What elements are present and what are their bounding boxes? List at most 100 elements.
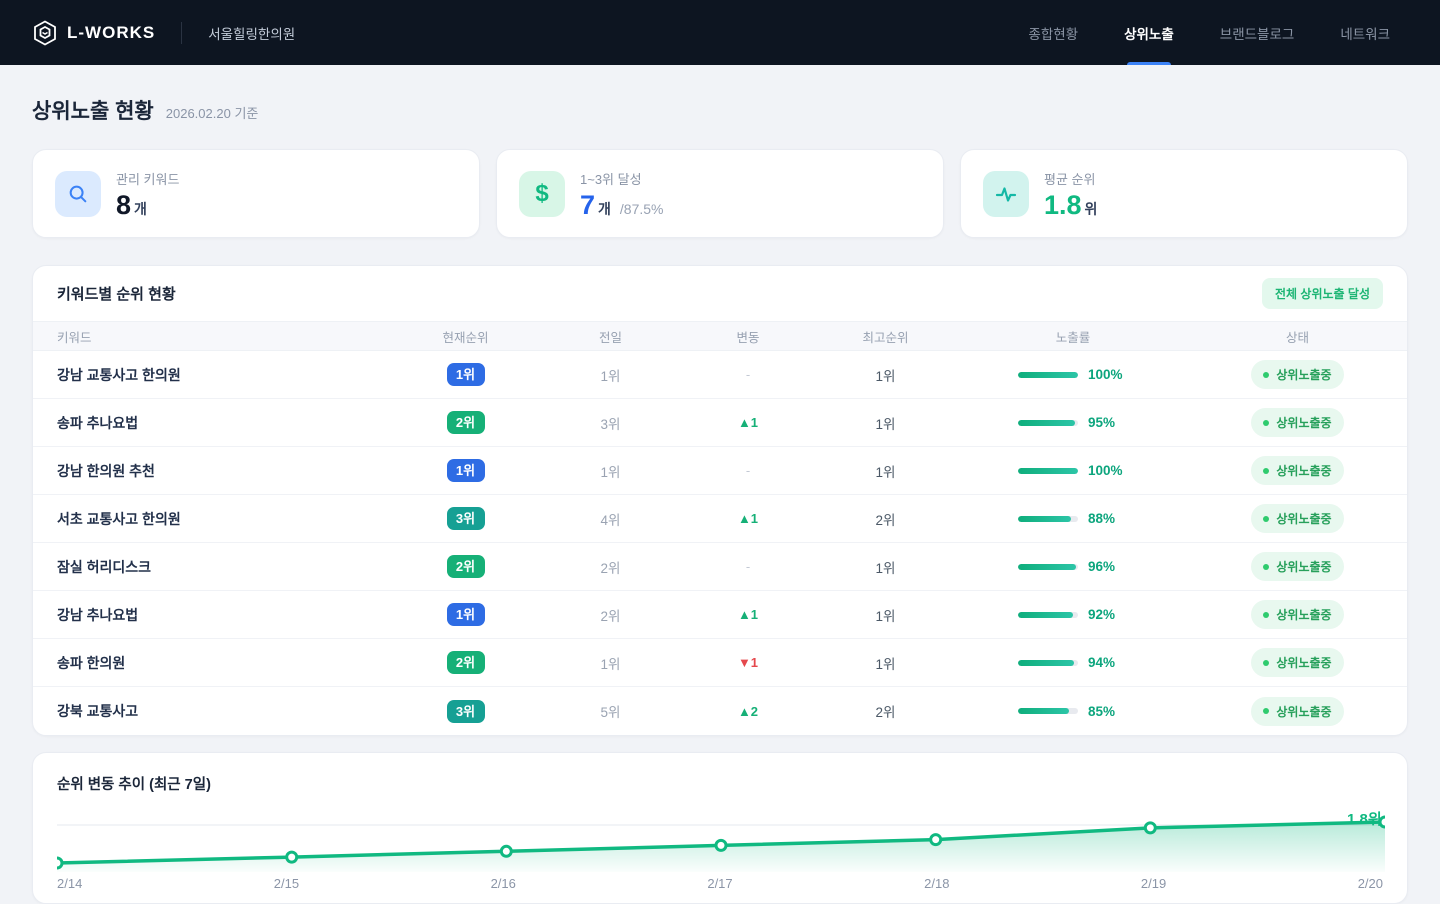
status-badge: 상위노출중 [1251,504,1343,533]
table-row: 송파 한의원2위1위▼11위94%상위노출중 [33,639,1407,687]
exposure-bar-track [1018,660,1078,666]
keyword-cell: 송파 추나요법 [33,413,393,433]
status-dot [1263,372,1269,378]
change-cell: ▲1 [683,511,813,526]
stat-card-text: 관리 키워드 8 개 [116,169,179,219]
column-header-change: 변동 [683,327,813,346]
change-cell: ▼1 [683,655,813,670]
change-cell: - [683,559,813,574]
status-cell: 상위노출중 [1188,456,1407,485]
status-dot [1263,612,1269,618]
exposure-bar-track [1018,420,1078,426]
rank-badge: 2위 [447,411,485,434]
chart-title: 순위 변동 추이 (최근 7일) [57,773,1383,794]
status-text: 상위노출중 [1276,510,1331,527]
stat-card-text: 평균 순위 1.8 위 [1044,169,1097,219]
x-axis-tick-label: 2/18 [924,876,949,891]
exposure-rate-cell: 100% [958,367,1188,382]
status-dot [1263,516,1269,522]
chart-data-point [1145,823,1155,833]
previous-rank-cell: 4위 [538,509,683,529]
table-card-header: 키워드별 순위 현황 전체 상위노출 달성 [33,266,1407,321]
table-row: 서초 교통사고 한의원3위4위▲12위88%상위노출중 [33,495,1407,543]
logo[interactable]: L-WORKS [33,20,155,46]
trend-line-svg [57,810,1385,872]
exposure-bar-track [1018,372,1078,378]
page-content: 상위노출 현황 2026.02.20 기준 관리 키워드 8 개 $ [0,95,1440,904]
table-row: 송파 추나요법2위3위▲11위95%상위노출중 [33,399,1407,447]
exposure-bar-fill [1018,708,1069,714]
rank-badge: 1위 [447,363,485,386]
status-cell: 상위노출중 [1188,360,1407,389]
brand-area: L-WORKS 서울힐링한의원 [33,0,295,65]
table-row: 잠실 허리디스크2위2위-1위96%상위노출중 [33,543,1407,591]
rank-badge: 3위 [447,507,485,530]
nav-item-label: 상위노출 [1124,23,1174,43]
best-rank-cell: 1위 [813,413,958,433]
exposure-bar-fill [1018,468,1078,474]
nav-active-underline [1127,62,1171,65]
keyword-cell: 강남 교통사고 한의원 [33,365,393,385]
nav-item-overview[interactable]: 종합현황 [1028,0,1078,65]
best-rank-cell: 1위 [813,461,958,481]
stat-card-keywords: 관리 키워드 8 개 [32,149,480,238]
best-rank-cell: 2위 [813,701,958,721]
stat-cards-row: 관리 키워드 8 개 $ 1~3위 달성 7 개 /87.5% [32,149,1408,238]
status-badge: 상위노출중 [1251,552,1343,581]
main-nav: 종합현황 상위노출 브랜드블로그 네트워크 [1028,0,1390,65]
current-rank-cell: 1위 [393,459,538,482]
top-navigation-bar: L-WORKS 서울힐링한의원 종합현황 상위노출 브랜드블로그 네트워크 [0,0,1440,65]
x-axis-tick-label: 2/16 [491,876,516,891]
rank-badge: 1위 [447,459,485,482]
exposure-rate-cell: 94% [958,655,1188,670]
chart-data-point [287,852,297,862]
keyword-cell: 강남 추나요법 [33,605,393,625]
table-body: 강남 교통사고 한의원1위1위-1위100%상위노출중송파 추나요법2위3위▲1… [33,351,1407,735]
page-title: 상위노출 현황 [32,95,154,125]
status-text: 상위노출중 [1276,606,1331,623]
previous-rank-cell: 2위 [538,605,683,625]
x-axis-tick-label: 2/15 [274,876,299,891]
keyword-cell: 강북 교통사고 [33,701,393,721]
table-row: 강남 한의원 추천1위1위-1위100%상위노출중 [33,447,1407,495]
stat-unit: 위 [1085,199,1098,219]
keyword-cell: 잠실 허리디스크 [33,557,393,577]
previous-rank-cell: 1위 [538,365,683,385]
nav-item-label: 브랜드블로그 [1220,23,1295,43]
stat-card-text: 1~3위 달성 7 개 /87.5% [580,169,664,219]
stat-card-top3-achieved: $ 1~3위 달성 7 개 /87.5% [496,149,944,238]
nav-item-brand-blog[interactable]: 브랜드블로그 [1220,0,1295,65]
table-row: 강북 교통사고3위5위▲22위85%상위노출중 [33,687,1407,735]
nav-item-top-exposure[interactable]: 상위노출 [1124,0,1174,65]
exposure-rate-cell: 95% [958,415,1188,430]
change-cell: ▲1 [683,415,813,430]
chart-data-point [57,858,62,868]
stat-label: 평균 순위 [1044,169,1097,188]
exposure-percent: 88% [1088,511,1128,526]
nav-item-network[interactable]: 네트워크 [1340,0,1390,65]
stat-label: 관리 키워드 [116,169,179,188]
status-dot [1263,468,1269,474]
exposure-bar-fill [1018,372,1078,378]
exposure-percent: 94% [1088,655,1128,670]
exposure-bar-fill [1018,612,1073,618]
status-badge: 상위노출중 [1251,648,1343,677]
page-date-note: 2026.02.20 기준 [166,103,259,122]
rank-badge: 2위 [447,651,485,674]
keyword-cell: 서초 교통사고 한의원 [33,509,393,529]
chart-x-axis-labels: 2/142/152/162/172/182/192/20 [57,876,1383,891]
stat-extra: /87.5% [620,201,664,217]
exposure-rate-cell: 88% [958,511,1188,526]
status-text: 상위노출중 [1276,703,1331,720]
exposure-percent: 95% [1088,415,1128,430]
chart-end-value-label: 1.8위 [1347,810,1382,829]
status-cell: 상위노출중 [1188,552,1407,581]
x-axis-tick-label: 2/19 [1141,876,1166,891]
previous-rank-cell: 2위 [538,557,683,577]
exposure-rate-cell: 92% [958,607,1188,622]
stat-value: 1.8 [1044,192,1082,219]
column-header-previous-day: 전일 [538,327,683,346]
nav-item-label: 네트워크 [1340,23,1390,43]
change-cell: - [683,367,813,382]
brand-divider [181,22,182,44]
